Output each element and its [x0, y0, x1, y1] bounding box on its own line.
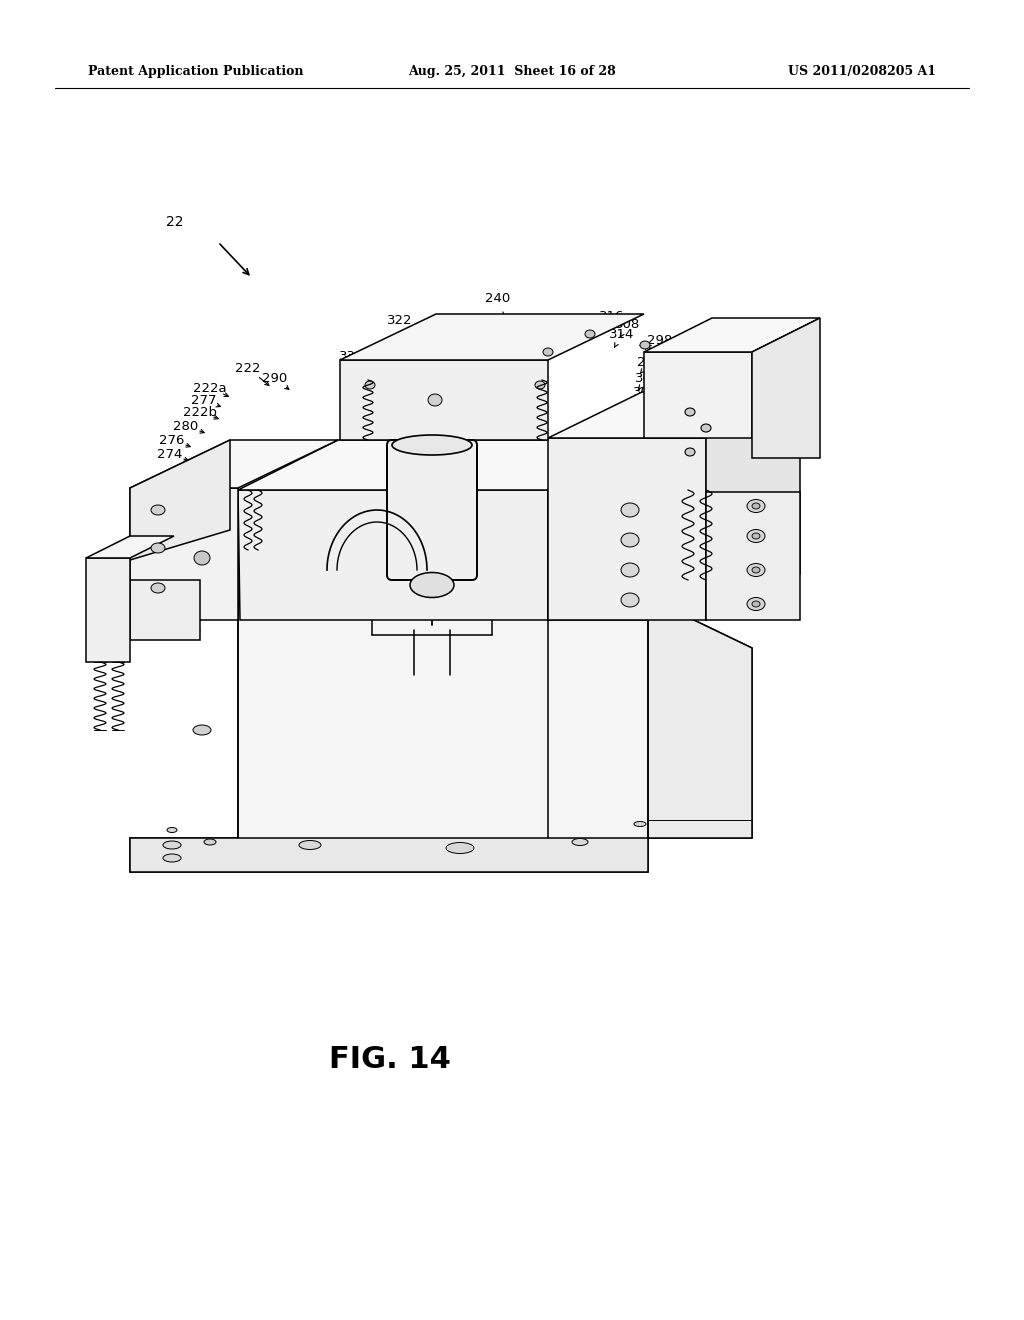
Text: 222a: 222a: [194, 381, 226, 395]
Polygon shape: [130, 488, 238, 620]
Ellipse shape: [299, 841, 321, 850]
Polygon shape: [86, 536, 174, 558]
Polygon shape: [130, 598, 752, 873]
Ellipse shape: [204, 840, 216, 845]
Text: 278: 278: [383, 351, 409, 364]
Ellipse shape: [640, 341, 650, 348]
Polygon shape: [648, 598, 752, 838]
Ellipse shape: [746, 598, 765, 610]
Text: 240: 240: [485, 292, 511, 305]
Text: 316: 316: [599, 309, 625, 322]
Ellipse shape: [428, 393, 442, 407]
Ellipse shape: [746, 499, 765, 512]
Ellipse shape: [572, 838, 588, 846]
Polygon shape: [130, 838, 648, 873]
Polygon shape: [340, 360, 548, 440]
Text: 306: 306: [635, 371, 660, 384]
Ellipse shape: [194, 550, 210, 565]
Text: 266: 266: [372, 363, 396, 376]
Text: 296: 296: [637, 355, 663, 368]
Polygon shape: [130, 440, 338, 488]
Polygon shape: [238, 490, 548, 620]
Text: 328: 328: [357, 375, 383, 388]
Text: 307: 307: [633, 385, 658, 399]
Ellipse shape: [746, 564, 765, 577]
Ellipse shape: [746, 529, 765, 543]
Ellipse shape: [410, 573, 454, 598]
Ellipse shape: [685, 447, 695, 455]
Text: 257: 257: [418, 517, 446, 532]
Text: 253: 253: [624, 441, 649, 454]
Ellipse shape: [365, 381, 375, 389]
Polygon shape: [706, 492, 800, 620]
Ellipse shape: [167, 828, 177, 833]
Text: 222b: 222b: [183, 405, 217, 418]
Polygon shape: [86, 558, 130, 663]
Ellipse shape: [752, 533, 760, 539]
Text: FIG. 14: FIG. 14: [329, 1045, 451, 1074]
Text: 277: 277: [191, 393, 217, 407]
Text: 224: 224: [162, 553, 186, 566]
Ellipse shape: [543, 348, 553, 356]
Text: 22: 22: [166, 215, 183, 228]
Ellipse shape: [621, 564, 639, 577]
Ellipse shape: [701, 424, 711, 432]
Ellipse shape: [193, 725, 211, 735]
Ellipse shape: [621, 503, 639, 517]
Polygon shape: [706, 392, 800, 620]
Text: 335: 335: [339, 350, 365, 363]
Text: 246: 246: [531, 532, 557, 544]
Text: 290: 290: [262, 371, 288, 384]
Text: 256: 256: [622, 455, 647, 469]
Ellipse shape: [752, 601, 760, 607]
Text: 298: 298: [647, 334, 673, 346]
Polygon shape: [340, 314, 644, 360]
Text: 254: 254: [630, 413, 654, 426]
Polygon shape: [548, 392, 800, 438]
Polygon shape: [548, 438, 706, 620]
Ellipse shape: [163, 841, 181, 849]
Text: Patent Application Publication: Patent Application Publication: [88, 65, 303, 78]
Ellipse shape: [446, 842, 474, 854]
Text: 255: 255: [631, 400, 656, 412]
Text: 308: 308: [615, 318, 641, 331]
Polygon shape: [644, 352, 752, 438]
Text: 322: 322: [387, 314, 413, 326]
Ellipse shape: [535, 381, 545, 389]
Ellipse shape: [151, 583, 165, 593]
Text: 258: 258: [305, 506, 331, 519]
Ellipse shape: [151, 543, 165, 553]
Ellipse shape: [621, 533, 639, 546]
Ellipse shape: [585, 330, 595, 338]
Ellipse shape: [621, 593, 639, 607]
Ellipse shape: [151, 506, 165, 515]
Text: Aug. 25, 2011  Sheet 16 of 28: Aug. 25, 2011 Sheet 16 of 28: [409, 65, 615, 78]
Text: 250: 250: [605, 503, 631, 516]
Polygon shape: [548, 440, 648, 620]
Ellipse shape: [634, 821, 646, 826]
Text: 252: 252: [628, 428, 652, 441]
Polygon shape: [644, 318, 820, 352]
Text: US 2011/0208205 A1: US 2011/0208205 A1: [788, 65, 936, 78]
Ellipse shape: [752, 503, 760, 510]
Text: 310: 310: [439, 323, 465, 337]
Polygon shape: [752, 318, 820, 458]
Ellipse shape: [163, 854, 181, 862]
Text: 248: 248: [561, 517, 587, 531]
Text: 222: 222: [236, 362, 261, 375]
Text: 244: 244: [613, 474, 639, 487]
Text: 276: 276: [160, 433, 184, 446]
FancyBboxPatch shape: [387, 440, 477, 579]
Ellipse shape: [752, 568, 760, 573]
Text: 280: 280: [173, 420, 199, 433]
Polygon shape: [130, 440, 230, 560]
Text: 274: 274: [158, 447, 182, 461]
Ellipse shape: [392, 436, 472, 455]
Text: 314: 314: [609, 327, 635, 341]
Polygon shape: [130, 579, 200, 640]
Ellipse shape: [685, 408, 695, 416]
Text: 242: 242: [154, 502, 178, 515]
Text: 326: 326: [538, 315, 562, 329]
Polygon shape: [238, 440, 648, 490]
